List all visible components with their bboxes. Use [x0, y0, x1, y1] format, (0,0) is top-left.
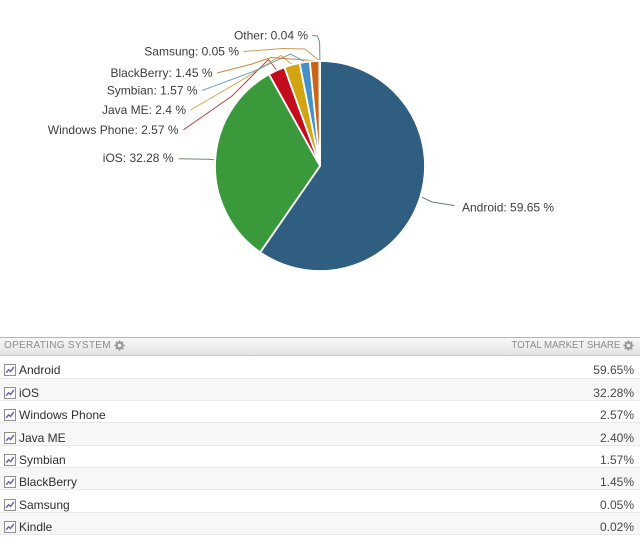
svg-text:Samsung: 0.05 %: Samsung: 0.05 % — [144, 45, 239, 59]
svg-text:iOS: 32.28 %: iOS: 32.28 % — [103, 151, 174, 165]
svg-text:Windows Phone: 2.57 %: Windows Phone: 2.57 % — [48, 123, 179, 137]
svg-text:Java ME: 2.4 %: Java ME: 2.4 % — [102, 103, 186, 117]
svg-text:Android: 59.65 %: Android: 59.65 % — [462, 201, 554, 215]
svg-text:Symbian: 1.57 %: Symbian: 1.57 % — [107, 84, 198, 98]
svg-text:BlackBerry: 1.45 %: BlackBerry: 1.45 % — [110, 66, 212, 80]
svg-text:Other: 0.04 %: Other: 0.04 % — [234, 29, 308, 43]
